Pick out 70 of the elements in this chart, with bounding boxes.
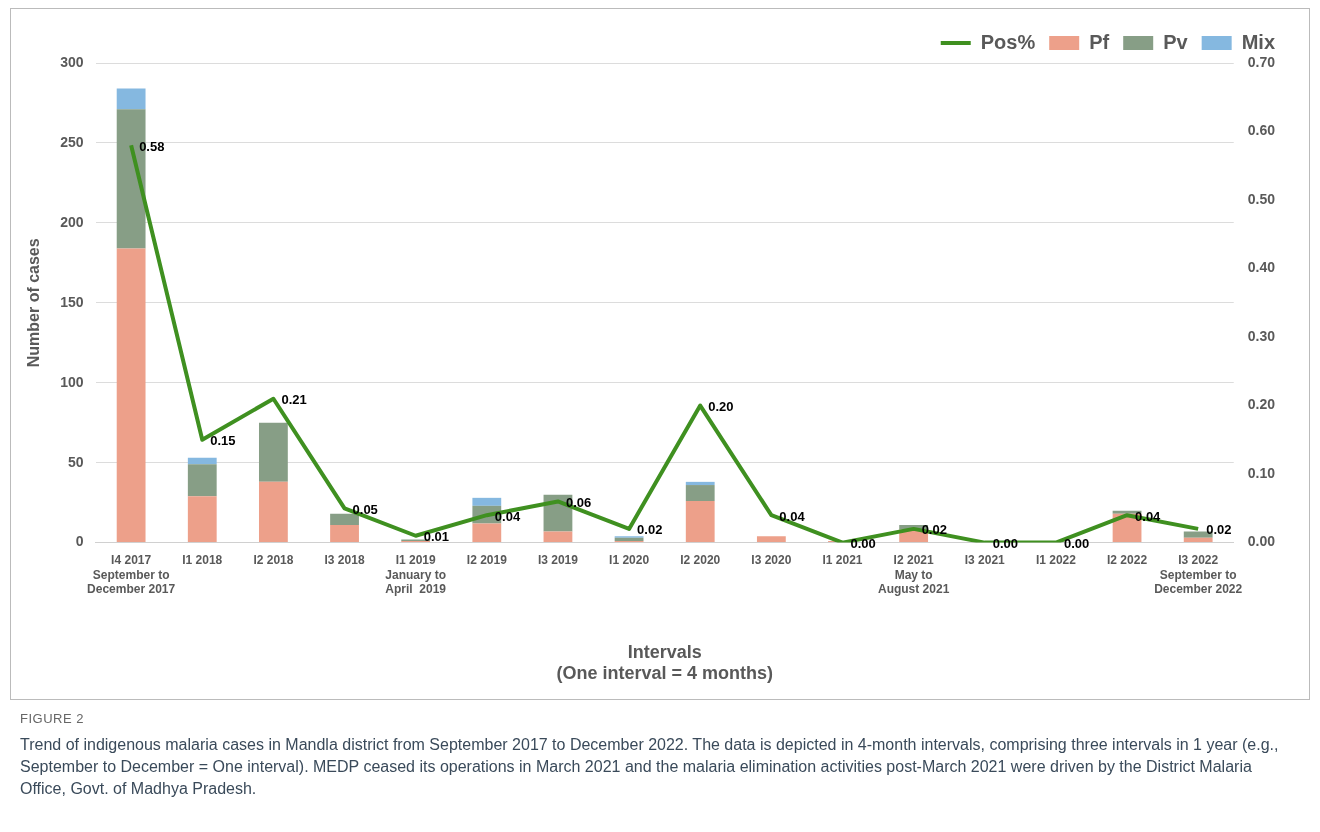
- y-tick-label: 50: [67, 453, 84, 470]
- bar: [116, 248, 146, 543]
- y2-tick-label: 0.60: [1247, 122, 1276, 139]
- bar: [1183, 537, 1213, 543]
- y2-tick-label: 0.00: [1247, 533, 1276, 550]
- bar: [472, 497, 502, 506]
- bar: [116, 88, 146, 110]
- x-tick-label: I2 2021 May to August 2021: [877, 553, 950, 596]
- y-axis-title: Number of cases: [25, 238, 43, 368]
- bar: [756, 536, 786, 543]
- bar: [259, 481, 288, 543]
- bar: [685, 485, 715, 502]
- data-label: 0.04: [494, 508, 521, 524]
- bar: [330, 525, 359, 543]
- bar: [685, 501, 715, 543]
- y2-tick-label: 0.40: [1247, 259, 1276, 276]
- data-label: 0.04: [779, 508, 806, 524]
- bar: [259, 422, 288, 482]
- x-tick-label: I3 2022 September to December 2022: [1154, 553, 1243, 596]
- y-tick-label: 250: [60, 133, 84, 150]
- y2-tick-label: 0.30: [1247, 327, 1276, 344]
- x-tick-label: I1 2019 January to April 2019: [385, 553, 447, 596]
- data-label: 0.21: [281, 392, 307, 408]
- y-tick-label: 100: [60, 373, 84, 390]
- text: Trend of indigenous malaria cases in Mandla district from September 2017 to December 2022. The data is depicted in 4-month intervals, comprising three intervals in 1 year (e.g., September to December = One interval). MEDP ceased its operations in March 2021 and the malaria elimination activities post-March 2021 were driven by the District Malaria Office, Govt. of Madhya Pradesh.: [20, 735, 1280, 799]
- x-tick-label: I2 2022: [1107, 553, 1148, 568]
- x-tick-label: I4 2017 September to December 2017: [87, 553, 176, 596]
- x-tick-label: I1 2020: [609, 553, 650, 568]
- y-tick-label: 150: [60, 293, 84, 310]
- data-label: 0.00: [1063, 536, 1090, 552]
- y2-tick-label: 0.50: [1247, 190, 1276, 207]
- x-tick-label: I3 2020: [751, 553, 792, 568]
- legend-label: Pf: [1089, 30, 1110, 53]
- data-label: 0.05: [352, 501, 378, 517]
- bar: [685, 481, 715, 486]
- data-label: 0.02: [637, 522, 663, 538]
- data-label: 0.02: [921, 522, 947, 538]
- data-label: 0.15: [210, 433, 236, 449]
- data-label: 0.58: [139, 138, 165, 154]
- caption: FIGURE 2: [20, 710, 85, 728]
- x-tick-label: I2 2018: [253, 553, 294, 568]
- x-axis-title: Intervals (One interval = 4 months): [556, 641, 773, 684]
- legend-label: Mix: [1241, 30, 1275, 53]
- data-label: 0.01: [423, 529, 449, 545]
- x-tick-label: I3 2018: [324, 553, 365, 568]
- data-label: 0.00: [850, 536, 876, 552]
- x-tick-label: I2 2020: [680, 553, 721, 568]
- data-label: 0.06: [565, 495, 592, 511]
- data-label: 0.20: [708, 399, 734, 415]
- y2-tick-label: 0.20: [1247, 396, 1276, 413]
- y-tick-label: 0: [75, 533, 84, 550]
- bar: [472, 523, 502, 543]
- y-tick-label: 200: [60, 213, 84, 230]
- bar: [543, 531, 573, 543]
- x-tick-label: I1 2021: [822, 553, 863, 568]
- x-tick-label: I1 2018: [182, 553, 223, 568]
- bar: [330, 513, 359, 526]
- y2-tick-label: 0.70: [1247, 53, 1276, 70]
- bar: [187, 496, 217, 543]
- y2-tick-label: 0.10: [1247, 464, 1276, 481]
- x-tick-label: I3 2021: [964, 553, 1006, 568]
- legend-label: Pv: [1163, 30, 1189, 53]
- x-tick-label: I1 2022: [1035, 553, 1077, 568]
- data-label: 0.02: [1206, 522, 1232, 538]
- legend-label: Pos%: [980, 30, 1036, 53]
- x-tick-label: I3 2019: [537, 553, 579, 568]
- bar: [187, 464, 217, 497]
- bar: [187, 457, 217, 465]
- y-tick-label: 300: [60, 53, 84, 70]
- x-tick-label: I2 2019: [466, 553, 508, 568]
